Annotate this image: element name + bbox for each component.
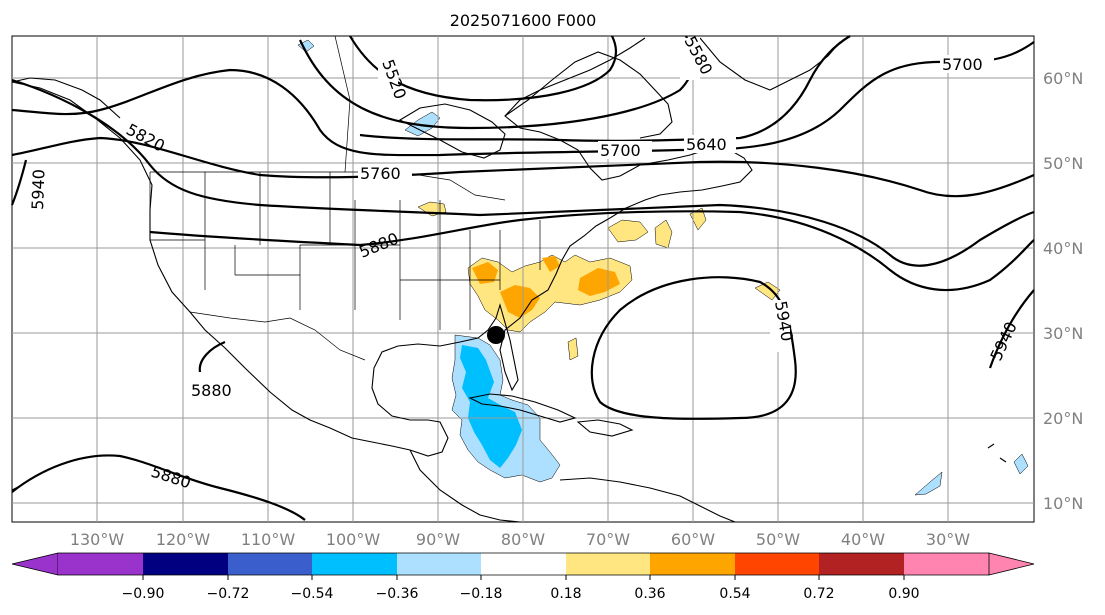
colorbar-tick-label: −0.36 (376, 586, 419, 602)
location-marker (487, 326, 505, 344)
colorbar-tick-label: −0.90 (122, 586, 165, 602)
colorbar-segment (904, 553, 989, 575)
lat-axis: 60°N 50°N 40°N 30°N 20°N 10°N (1043, 69, 1083, 513)
contour-5880-pacific (11, 454, 306, 521)
coast-south-america (559, 477, 736, 523)
contour-5880 (149, 210, 1035, 292)
light-blue-region-atlantic (914, 471, 943, 496)
contour-label: 5700 (600, 141, 641, 160)
colorbar-segment (228, 553, 312, 575)
contour-label: 5700 (942, 55, 983, 74)
lat-tick-label: 60°N (1043, 69, 1083, 88)
colorbar: −0.90 −0.72 −0.54 −0.36 −0.18 0.18 0.36 … (11, 552, 1035, 602)
yellow-region-atlantic-2 (689, 207, 707, 231)
lat-tick-label: 40°N (1043, 239, 1083, 258)
lon-tick-label: 90°W (416, 530, 460, 549)
colorbar-segment (58, 553, 143, 575)
light-blue-region-atlantic-east (1013, 453, 1029, 475)
lon-tick-label: 70°W (586, 530, 630, 549)
colorbar-segment (481, 553, 566, 575)
lat-tick-label: 20°N (1043, 409, 1083, 428)
gridlines (12, 36, 1034, 522)
colorbar-extend-low (11, 552, 59, 576)
lon-tick-label: 130°W (70, 530, 125, 549)
colorbar-segment (566, 553, 650, 575)
colorbar-tick-label: 0.18 (550, 586, 581, 602)
contour-5940-east (988, 289, 1035, 369)
contour-5940-pacific (10, 159, 28, 206)
lat-tick-label: 50°N (1043, 154, 1083, 173)
contour-label: 5760 (360, 164, 401, 183)
lon-tick-label: 120°W (156, 530, 211, 549)
shading-layer (297, 39, 1029, 496)
colorbar-tick-label: 0.90 (888, 586, 919, 602)
orange-region-southeast (472, 256, 620, 318)
coast-central-america (409, 449, 521, 523)
yellow-region-atlantic-1 (654, 219, 673, 249)
colorbar-tick-label: 0.72 (803, 586, 834, 602)
colorbar-segment (650, 553, 735, 575)
colorbar-segment (143, 553, 228, 575)
colorbar-tick-label: 0.54 (719, 586, 750, 602)
coast-hispaniola (576, 419, 634, 437)
lon-tick-label: 30°W (926, 530, 970, 549)
coast-labrador (504, 51, 673, 139)
map-panel: 5520 5580 5640 5700 5700 5700 5760 5820 … (10, 33, 1035, 523)
colorbar-segment (819, 553, 904, 575)
lon-tick-label: 110°W (241, 530, 296, 549)
colorbar-extend-high (988, 552, 1035, 576)
contour-label: 5640 (686, 135, 727, 154)
blue-region-gulf (460, 345, 522, 468)
lon-tick-label: 40°W (841, 530, 885, 549)
contour-labels: 5520 5580 5640 5700 5700 5700 5760 5820 … (28, 33, 1021, 492)
yellow-region-nova-scotia (607, 219, 649, 243)
contour-label: 5880 (191, 381, 232, 400)
coast-north-america (11, 37, 753, 457)
contour-5880-mexico (198, 340, 226, 373)
yellow-region-caribbean (567, 337, 579, 361)
colorbar-segment (312, 553, 397, 575)
colorbar-segment (397, 553, 481, 575)
colorbar-tick-label: −0.72 (207, 586, 250, 602)
lon-tick-label: 50°W (756, 530, 800, 549)
lon-tick-label: 80°W (501, 530, 545, 549)
contour-5700 (11, 41, 1035, 157)
coast-cuba (468, 393, 577, 423)
colorbar-tick-label: −0.54 (291, 586, 334, 602)
colorbar-tick-label: −0.18 (460, 586, 503, 602)
coast-alaska (11, 77, 121, 119)
lat-tick-label: 30°N (1043, 324, 1083, 343)
colorbar-tick-label: 0.36 (634, 586, 665, 602)
colorbar-ticks (142, 575, 905, 580)
lon-tick-label: 100°W (326, 530, 381, 549)
contour-label: 5940 (28, 169, 48, 210)
map-title: 2025071600 F000 (450, 11, 597, 30)
colorbar-segment (735, 553, 819, 575)
contour-5640 (359, 35, 851, 142)
lon-axis: 130°W 120°W 110°W 100°W 90°W 80°W 70°W 6… (70, 530, 970, 549)
light-blue-region-canada (404, 111, 441, 137)
lat-tick-label: 10°N (1043, 494, 1083, 513)
lon-tick-label: 60°W (671, 530, 715, 549)
contour-5820 (11, 78, 1035, 267)
contour-5940-atlantic (590, 276, 797, 420)
